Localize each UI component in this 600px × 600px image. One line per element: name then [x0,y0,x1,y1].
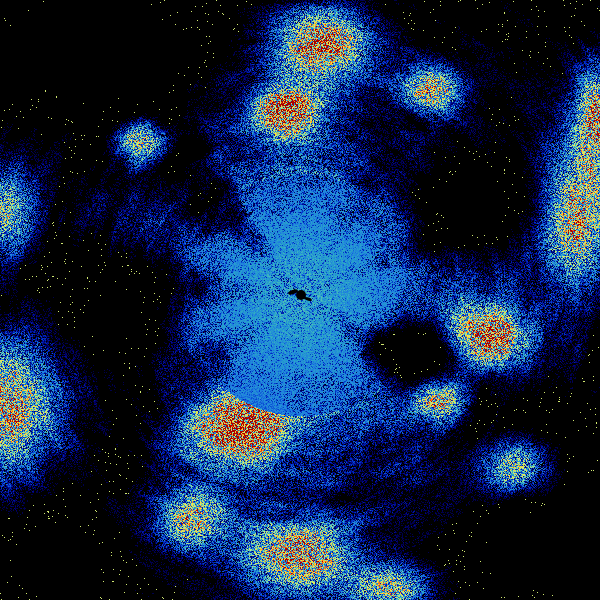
scatter-field-canvas [0,0,600,600]
image-viewport: Radial Scatter False-Color Field jet cen… [0,0,600,600]
